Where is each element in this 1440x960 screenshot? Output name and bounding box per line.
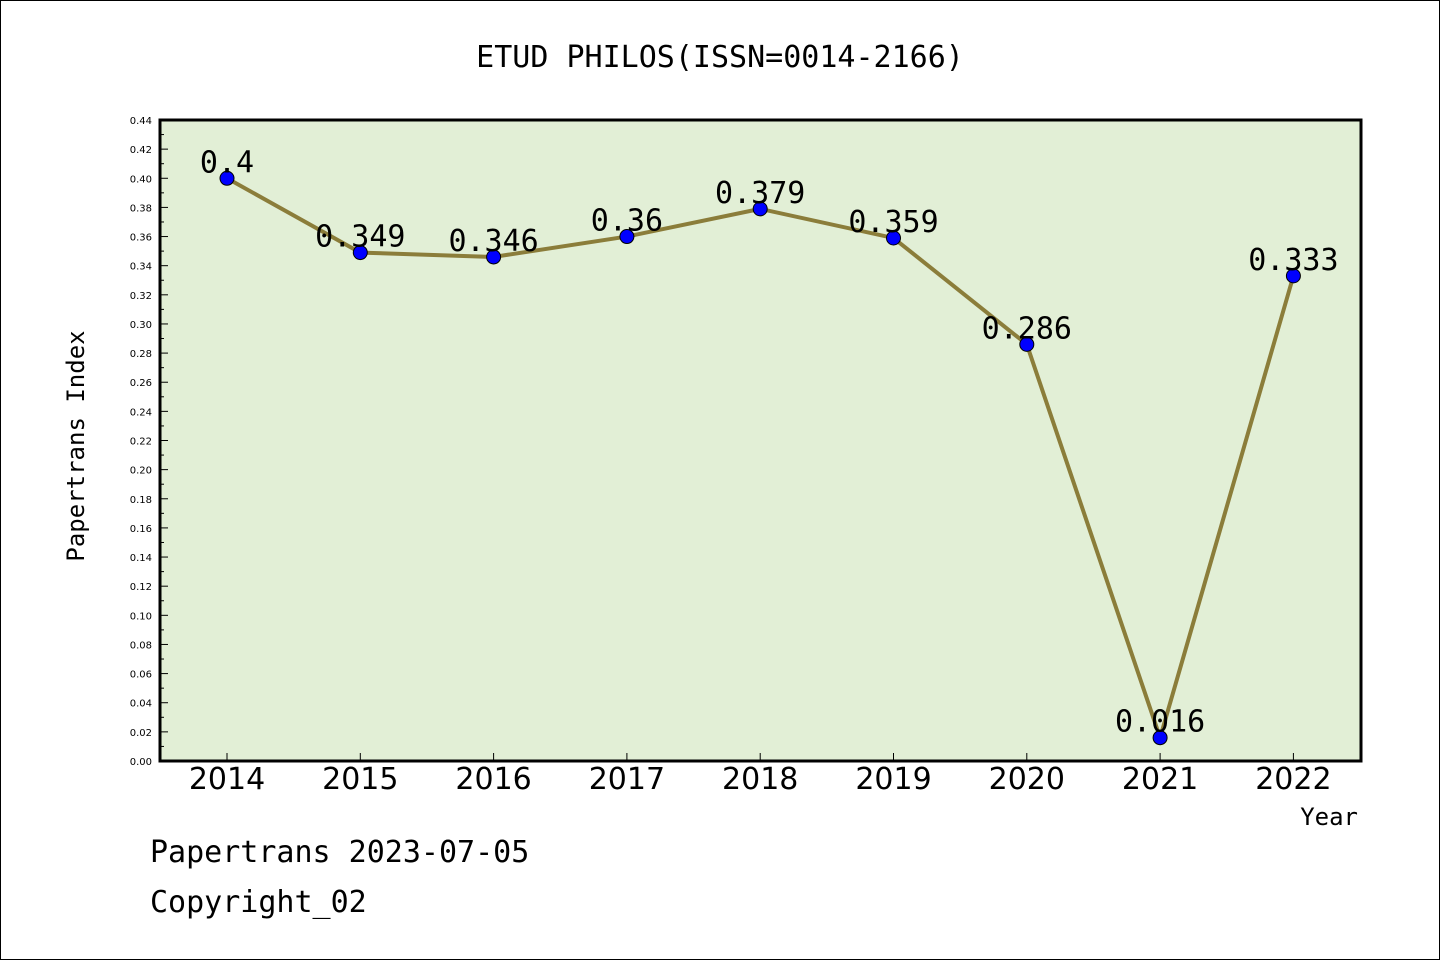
data-point: [886, 230, 901, 246]
y-tick-label: 0.20: [130, 466, 152, 477]
data-label: 0.4: [200, 145, 254, 180]
data-label: 0.349: [315, 220, 405, 255]
y-tick-label: 0.18: [130, 495, 152, 506]
y-tick-label: 0.44: [130, 116, 152, 127]
y-tick-label: 0.02: [130, 728, 152, 739]
data-label: 0.359: [848, 205, 938, 240]
data-point: [1019, 336, 1035, 352]
y-tick-label: 0.06: [130, 670, 152, 681]
x-tick-label: 2020: [989, 762, 1065, 797]
y-tick-label: 0.34: [130, 262, 152, 273]
y-tick-label: 0.10: [130, 611, 152, 622]
y-axis-label: Papertrans Index: [62, 330, 90, 561]
data-label: 0.346: [448, 224, 538, 259]
y-tick-label: 0.42: [130, 145, 152, 156]
data-label: 0.286: [982, 311, 1072, 346]
y-tick-label: 0.22: [130, 437, 152, 448]
x-axis-label: Year: [1300, 803, 1358, 831]
x-tick-label: 2017: [589, 762, 665, 797]
x-tick-label: 2018: [722, 762, 798, 797]
data-label: 0.333: [1248, 243, 1338, 278]
y-tick-label: 0.26: [130, 378, 152, 389]
x-tick-label: 2014: [189, 762, 265, 797]
x-tick-label: 2022: [1255, 762, 1331, 797]
footer-date: Papertrans 2023-07-05: [150, 835, 530, 870]
data-point: [486, 249, 502, 265]
x-tick-label: 2016: [455, 762, 531, 797]
y-tick-label: 0.40: [130, 174, 152, 185]
data-label: 0.016: [1115, 705, 1205, 740]
y-tick-label: 0.32: [130, 291, 152, 302]
y-tick-label: 0.16: [130, 524, 152, 535]
y-tick-label: 0.30: [130, 320, 152, 331]
y-tick-label: 0.00: [130, 757, 152, 768]
y-tick-label: 0.24: [130, 407, 152, 418]
data-point: [1285, 268, 1301, 284]
y-axis: 0.00 0.02 0.04 0.06 0.08 0.10 0.12 0.14 0.16 0.18…: [130, 116, 168, 768]
data-point: [752, 201, 768, 217]
y-tick-label: 0.36: [130, 233, 152, 244]
data-label: 0.36: [591, 204, 663, 239]
x-tick-label: 2021: [1122, 762, 1198, 797]
y-tick-label: 0.04: [130, 699, 152, 710]
x-tick-label: 2015: [322, 762, 398, 797]
y-tick-label: 0.14: [130, 553, 152, 564]
y-tick-label: 0.12: [130, 582, 152, 593]
data-point: [219, 170, 235, 186]
data-point: [352, 245, 368, 261]
y-tick-label: 0.28: [130, 349, 152, 360]
chart-title: ETUD PHILOS(ISSN=0014-2166): [476, 40, 964, 75]
plot-area: [158, 118, 1363, 763]
data-point: [1152, 730, 1168, 746]
footer-copyright: Copyright_02: [150, 885, 367, 920]
x-axis: 2014 2015 2016 2017 2018 2019 2020 2021 2022: [189, 753, 1332, 797]
data-point: [619, 229, 635, 245]
data-series: 0.4 0.349 0.346 0.36 0.379 0.359 0.286 0.016 0.3…: [200, 145, 1339, 746]
data-label: 0.379: [715, 176, 805, 211]
x-tick-label: 2019: [855, 762, 931, 797]
y-tick-label: 0.08: [130, 640, 152, 651]
y-tick-label: 0.38: [130, 203, 152, 214]
